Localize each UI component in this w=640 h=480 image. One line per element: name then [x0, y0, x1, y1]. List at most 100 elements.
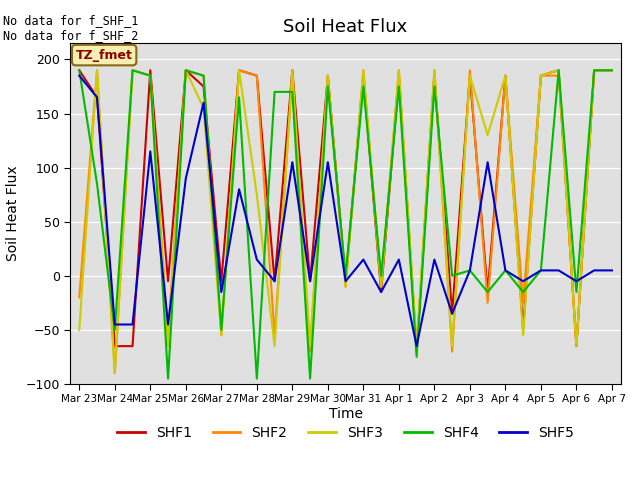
SHF4 [93, 181, 101, 187]
SHF4 [360, 84, 367, 89]
SHF1 [182, 67, 189, 73]
SHF1 [590, 67, 598, 73]
SHF5 [218, 289, 225, 295]
SHF2 [307, 348, 314, 354]
SHF5 [573, 278, 580, 284]
SHF3 [608, 67, 616, 73]
Y-axis label: Soil Heat Flux: Soil Heat Flux [6, 166, 20, 262]
SHF4 [129, 67, 136, 73]
SHF1 [76, 67, 83, 73]
SHF2 [395, 67, 403, 73]
SHF3 [395, 67, 403, 73]
Text: TZ_fmet: TZ_fmet [76, 48, 132, 61]
SHF3 [360, 67, 367, 73]
SHF5 [431, 257, 438, 263]
SHF2 [608, 67, 616, 73]
SHF4 [147, 73, 154, 79]
SHF5 [484, 159, 492, 165]
SHF1 [395, 73, 403, 79]
SHF4 [111, 327, 118, 333]
SHF2 [253, 73, 260, 79]
SHF2 [590, 67, 598, 73]
SHF1 [484, 289, 492, 295]
SHF3 [253, 192, 260, 198]
SHF3 [377, 284, 385, 289]
SHF1 [218, 278, 225, 284]
SHF2 [537, 73, 545, 79]
Line: SHF2: SHF2 [79, 70, 612, 373]
SHF1 [307, 278, 314, 284]
SHF1 [608, 67, 616, 73]
SHF3 [573, 343, 580, 349]
SHF5 [537, 267, 545, 273]
SHF3 [413, 343, 420, 349]
SHF2 [573, 343, 580, 349]
SHF5 [129, 322, 136, 327]
SHF1 [448, 311, 456, 316]
SHF3 [307, 343, 314, 349]
SHF3 [448, 343, 456, 349]
SHF5 [147, 148, 154, 154]
SHF5 [590, 267, 598, 273]
SHF1 [289, 67, 296, 73]
SHF1 [111, 343, 118, 349]
SHF2 [502, 73, 509, 79]
SHF3 [129, 67, 136, 73]
SHF3 [590, 67, 598, 73]
SHF5 [342, 278, 349, 284]
SHF2 [555, 73, 563, 79]
SHF1 [236, 67, 243, 73]
Legend: SHF1, SHF2, SHF3, SHF4, SHF5: SHF1, SHF2, SHF3, SHF4, SHF5 [111, 420, 580, 445]
SHF2 [377, 284, 385, 289]
SHF5 [502, 267, 509, 273]
SHF1 [537, 73, 545, 79]
SHF5 [289, 159, 296, 165]
SHF4 [466, 267, 474, 273]
SHF5 [608, 267, 616, 273]
SHF1 [271, 278, 278, 284]
SHF5 [360, 257, 367, 263]
Line: SHF5: SHF5 [79, 76, 612, 346]
SHF3 [466, 73, 474, 79]
SHF2 [342, 284, 349, 289]
SHF1 [360, 73, 367, 79]
SHF5 [395, 257, 403, 263]
SHF3 [93, 67, 101, 73]
SHF2 [324, 73, 332, 79]
SHF1 [377, 289, 385, 295]
Text: No data for f_SHF_1
No data for f_SHF_2: No data for f_SHF_1 No data for f_SHF_2 [3, 14, 139, 42]
SHF4 [342, 273, 349, 279]
X-axis label: Time: Time [328, 407, 363, 421]
SHF4 [537, 267, 545, 273]
SHF2 [466, 67, 474, 73]
SHF3 [431, 67, 438, 73]
SHF1 [573, 343, 580, 349]
SHF3 [537, 73, 545, 79]
SHF2 [289, 73, 296, 79]
SHF3 [111, 370, 118, 376]
SHF4 [413, 354, 420, 360]
SHF2 [271, 333, 278, 338]
SHF4 [236, 95, 243, 100]
SHF1 [342, 278, 349, 284]
SHF1 [129, 343, 136, 349]
SHF3 [271, 343, 278, 349]
SHF2 [147, 73, 154, 79]
SHF3 [182, 67, 189, 73]
SHF5 [448, 311, 456, 316]
SHF2 [484, 300, 492, 306]
SHF3 [555, 67, 563, 73]
SHF1 [555, 67, 563, 73]
SHF2 [519, 300, 527, 306]
SHF5 [377, 289, 385, 295]
SHF3 [147, 73, 154, 79]
SHF3 [218, 333, 225, 338]
SHF4 [76, 67, 83, 73]
SHF1 [431, 73, 438, 79]
SHF2 [413, 348, 420, 354]
SHF2 [76, 295, 83, 300]
SHF4 [448, 273, 456, 279]
SHF1 [324, 73, 332, 79]
SHF5 [307, 278, 314, 284]
Title: Soil Heat Flux: Soil Heat Flux [284, 18, 408, 36]
